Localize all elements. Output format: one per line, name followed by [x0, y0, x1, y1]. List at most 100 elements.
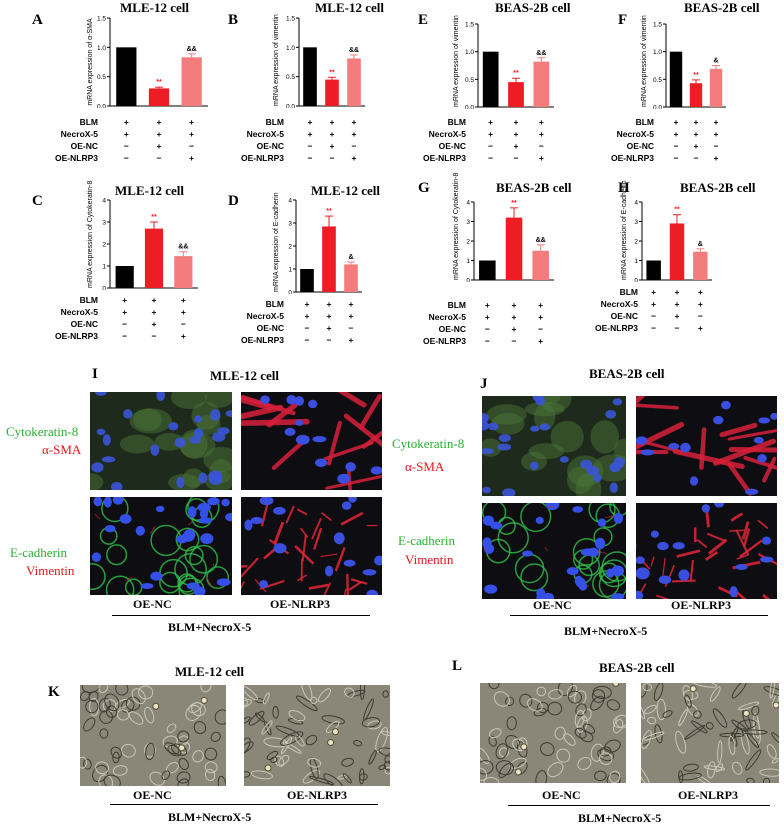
y-tick-label: 2	[288, 244, 292, 251]
treatment-sign: +	[690, 117, 702, 127]
nucleus	[735, 564, 747, 570]
nucleus	[657, 542, 668, 550]
treatment-sign: −	[508, 336, 520, 346]
nucleus	[522, 550, 533, 556]
panel-I-condition: BLM+NecroX-5	[168, 620, 251, 635]
nucleus	[221, 499, 229, 507]
nucleus	[754, 437, 764, 444]
nucleus	[105, 525, 116, 532]
significance-label: &&	[187, 46, 197, 53]
nucleus	[760, 556, 773, 562]
y-tick-label: 4	[102, 198, 106, 205]
treatment-label: BLM	[636, 117, 654, 127]
panel-I-group-oenc: OE-NC	[133, 597, 172, 612]
nucleus	[188, 506, 197, 518]
nucleus	[605, 410, 616, 419]
treatment-label: OE-NLRP3	[611, 153, 654, 163]
treatment-sign: −	[648, 323, 660, 333]
panel-label-L: L	[452, 658, 462, 675]
treatment-sign: +	[710, 117, 722, 127]
chart-B-ylabel: mRNA expression of vimentin	[272, 18, 281, 106]
nucleus	[92, 552, 101, 561]
chart-F-plot: 0.00.51.01.5**&	[652, 20, 730, 109]
panel-I-title: MLE-12 cell	[210, 368, 279, 384]
nucleus	[342, 501, 352, 509]
if-image-J-oenc-ecad-vim	[482, 503, 626, 599]
significance-label: &&	[536, 50, 546, 57]
significance-label: &	[698, 241, 703, 248]
significance-label: &	[348, 254, 353, 261]
nucleus	[217, 578, 231, 586]
nucleus	[194, 428, 203, 438]
chart-H-treatment-row: OE-NLRP3−−+	[0, 323, 712, 334]
significance-label: **	[326, 208, 332, 215]
bar-oe-nlrp3	[182, 57, 202, 106]
panel-J-group-oenc: OE-NC	[533, 598, 572, 613]
y-tick-label: 3	[288, 221, 292, 228]
bar-oe-nc	[670, 223, 684, 280]
nucleus	[680, 443, 691, 453]
significance-label: **	[156, 79, 162, 86]
chart-A-plot: 0.00.51.01.5**&&	[96, 14, 212, 108]
bar-oe-nc	[506, 218, 523, 280]
cell-cytoplasm	[133, 409, 162, 431]
chart-C-ylabel: mRNA expression of Cytokeratin-8	[86, 200, 95, 288]
nucleus	[103, 434, 111, 445]
nucleus	[210, 409, 220, 420]
nucleus	[560, 456, 569, 463]
nucleus	[150, 444, 159, 456]
bar-control	[303, 47, 317, 106]
y-tick-label: 1	[466, 258, 470, 265]
bar-control	[670, 52, 682, 107]
nucleus	[673, 542, 685, 549]
panel-label-D: D	[228, 193, 239, 210]
panel-J-stain-vimentin: Vimentin	[405, 552, 453, 568]
panel-K-condition: BLM+NecroX-5	[168, 810, 251, 825]
panel-L-group-oenlrp3: OE-NLRP3	[678, 788, 738, 803]
nucleus	[497, 444, 511, 451]
y-tick-label: 0.0	[653, 105, 662, 110]
panel-J-condition: BLM+NecroX-5	[564, 624, 647, 639]
y-tick-label: 0.0	[465, 105, 474, 110]
nucleus	[483, 516, 494, 526]
treatment-sign: +	[670, 117, 682, 127]
treatment-sign: −	[648, 311, 660, 321]
nucleus	[484, 585, 497, 594]
nucleus	[150, 572, 162, 581]
phase-image-K-oenc	[80, 685, 226, 786]
phase-image-L-oenlrp3	[641, 683, 779, 783]
nucleus	[484, 544, 494, 554]
nucleus	[286, 395, 296, 405]
nucleus	[97, 429, 106, 435]
significance-label: **	[693, 72, 699, 79]
treatment-sign: +	[694, 299, 706, 309]
treatment-sign: −	[670, 153, 682, 163]
y-tick-label: 1.5	[286, 16, 295, 23]
y-tick-label: 1.5	[97, 16, 106, 23]
panel-L-condition: BLM+NecroX-5	[578, 811, 661, 826]
y-tick-label: 0.5	[97, 74, 106, 81]
y-tick-label: 0.0	[286, 104, 295, 109]
nucleus	[208, 471, 222, 483]
nucleus	[581, 548, 595, 556]
bar-oe-nc	[322, 226, 336, 292]
nucleus	[762, 537, 771, 545]
rounded-cell	[265, 765, 271, 771]
treatment-sign: +	[648, 299, 660, 309]
treatment-sign: +	[690, 129, 702, 139]
nucleus	[593, 474, 601, 483]
nucleus	[580, 460, 592, 469]
treatment-sign: +	[648, 287, 660, 297]
nucleus	[651, 531, 659, 538]
nucleus	[636, 436, 648, 444]
vimentin-fiber	[347, 574, 348, 595]
treatment-label: OE-NLRP3	[595, 323, 638, 333]
nucleus	[325, 566, 333, 577]
panel-J-stain-ecadherin: E-cadherin	[398, 533, 455, 549]
nucleus	[136, 526, 145, 536]
y-tick-label: 2	[102, 242, 106, 249]
treatment-label: NecroX-5	[601, 299, 638, 309]
panel-I-stain-ecadherin: E-cadherin	[10, 545, 67, 561]
bar-oe-nc	[325, 80, 339, 106]
